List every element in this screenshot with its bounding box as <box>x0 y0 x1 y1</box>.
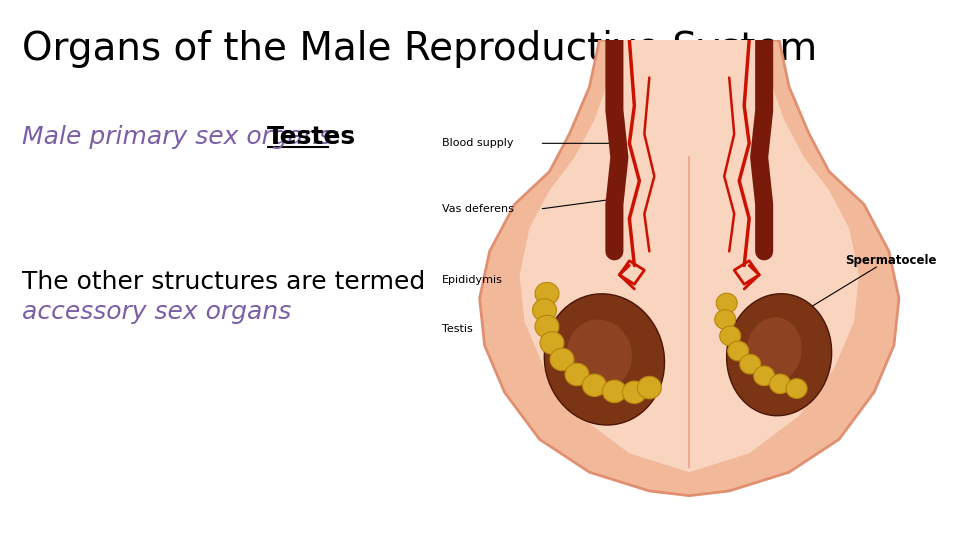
Text: The other structures are termed: The other structures are termed <box>22 270 425 294</box>
Circle shape <box>770 374 791 394</box>
Circle shape <box>583 374 607 396</box>
Text: Testes: Testes <box>267 125 356 149</box>
Circle shape <box>720 326 741 346</box>
Circle shape <box>565 363 588 386</box>
Circle shape <box>535 315 559 338</box>
Polygon shape <box>480 40 899 496</box>
Circle shape <box>603 380 626 403</box>
Circle shape <box>715 309 735 329</box>
Circle shape <box>535 282 559 305</box>
Circle shape <box>728 341 749 361</box>
Circle shape <box>533 299 557 321</box>
Text: Vas deferens: Vas deferens <box>443 204 514 214</box>
Text: Testis: Testis <box>443 324 473 334</box>
Text: accessory sex organs: accessory sex organs <box>22 300 291 324</box>
Circle shape <box>740 354 760 374</box>
Text: Epididymis: Epididymis <box>443 274 503 285</box>
Circle shape <box>786 379 807 399</box>
Text: Blood supply: Blood supply <box>443 138 514 149</box>
Text: Organs of the Male Reproductive System: Organs of the Male Reproductive System <box>22 30 817 68</box>
Polygon shape <box>519 40 859 472</box>
Circle shape <box>637 376 661 399</box>
Ellipse shape <box>727 294 831 416</box>
Text: Male primary sex organs:: Male primary sex organs: <box>22 125 348 149</box>
Ellipse shape <box>544 294 664 425</box>
Circle shape <box>622 381 646 403</box>
Text: Spermatocele: Spermatocele <box>845 254 936 267</box>
Ellipse shape <box>747 317 802 383</box>
Circle shape <box>540 332 564 354</box>
Ellipse shape <box>566 320 632 390</box>
Circle shape <box>716 293 737 313</box>
Circle shape <box>754 366 775 386</box>
Circle shape <box>550 348 574 370</box>
